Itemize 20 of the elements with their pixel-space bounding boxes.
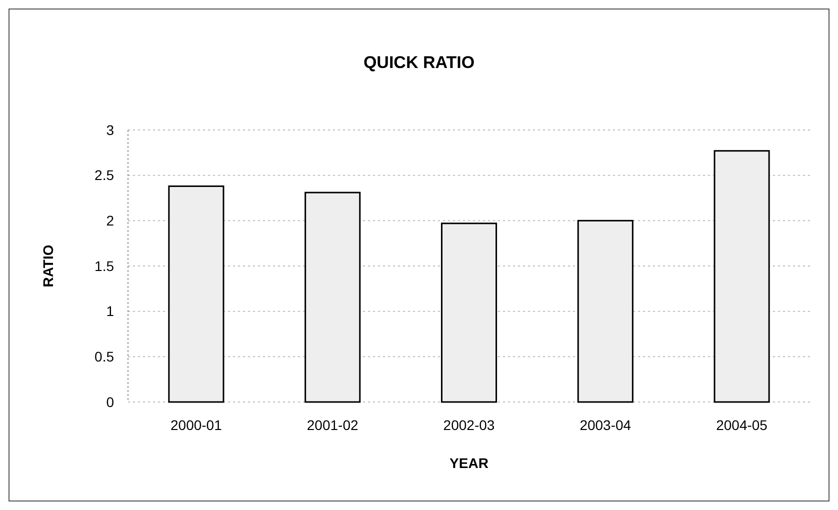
bar bbox=[304, 192, 361, 403]
y-tick-label: 2 bbox=[106, 212, 114, 229]
bar bbox=[440, 222, 498, 403]
bar bbox=[168, 185, 224, 403]
chart-title: QUICK RATIO bbox=[363, 53, 475, 72]
y-tick-label: 1 bbox=[106, 303, 114, 320]
bar bbox=[577, 220, 634, 403]
x-tick-label: 2004-05 bbox=[716, 417, 768, 433]
x-tick-label: 2001-02 bbox=[306, 417, 358, 433]
y-tick-label: 0 bbox=[106, 394, 114, 410]
bar bbox=[714, 150, 770, 403]
x-axis-title: YEAR bbox=[450, 455, 488, 471]
x-tick-label: 2003-04 bbox=[580, 417, 632, 433]
y-tick-label: 0.5 bbox=[94, 348, 114, 365]
y-axis-title: RATIO bbox=[40, 244, 56, 288]
x-tick-label: 2002-03 bbox=[443, 417, 495, 433]
y-tick-label: 1.5 bbox=[94, 258, 114, 274]
y-tick-label: 3 bbox=[106, 122, 114, 138]
y-tick-label: 2.5 bbox=[94, 167, 114, 184]
x-tick-label: 2000-01 bbox=[170, 417, 222, 433]
